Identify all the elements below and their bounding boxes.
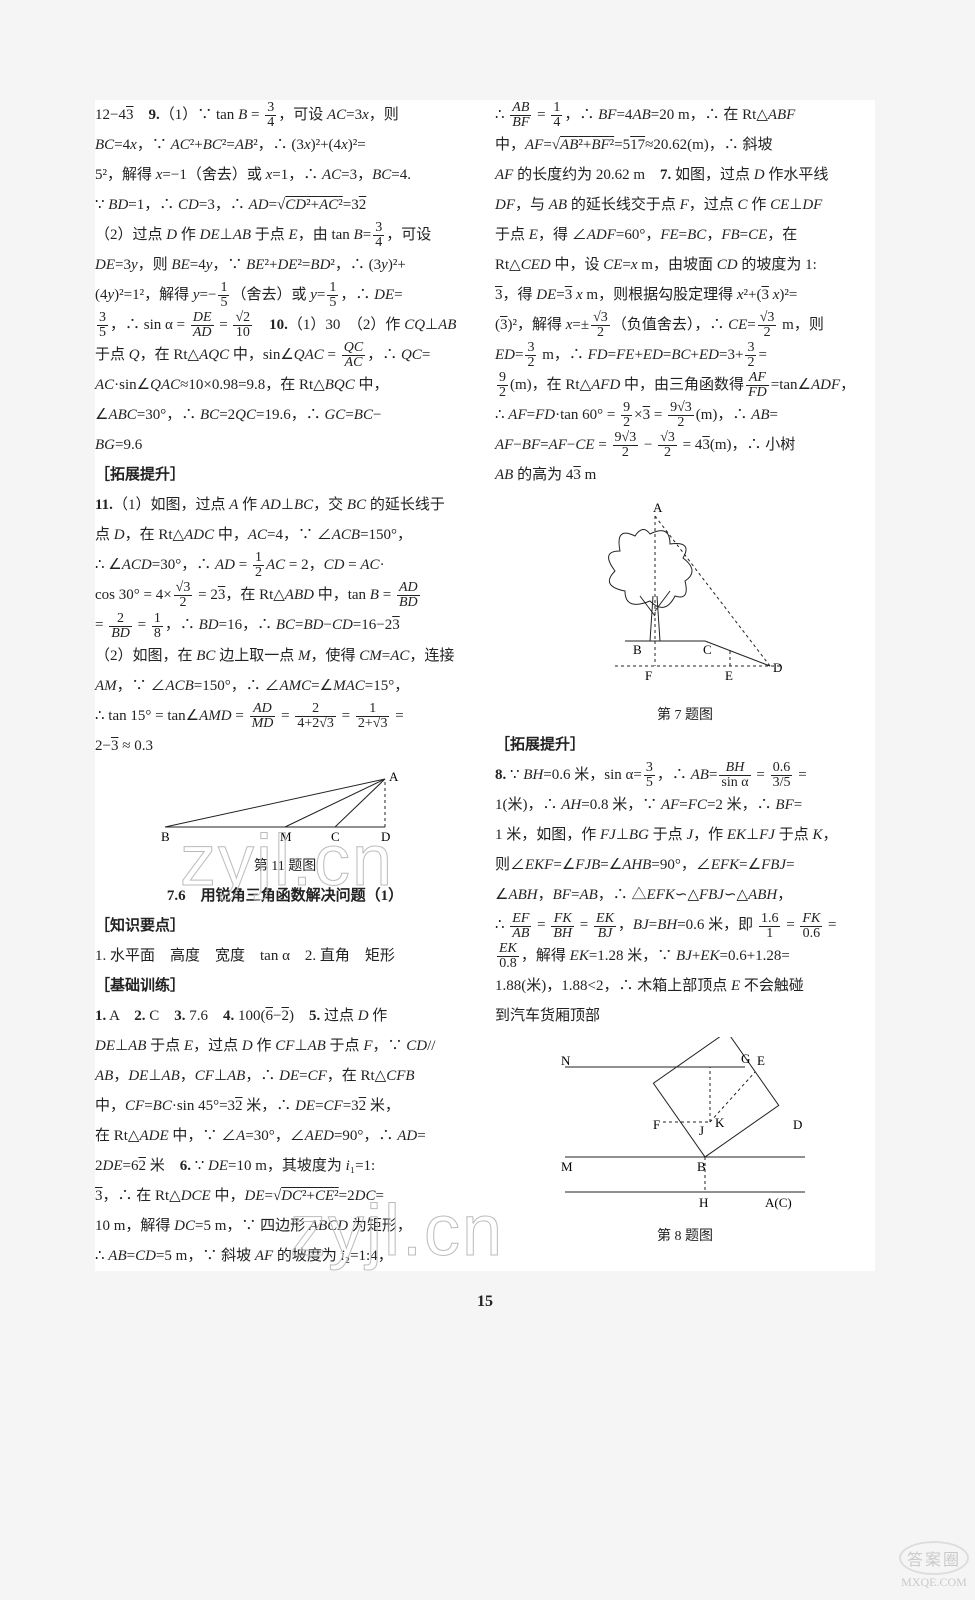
text-line: DE⊥AB 于点 E，过点 D 作 CF⊥AB 于点 F，∵ CD// (95, 1031, 475, 1061)
svg-text:B: B (697, 1159, 706, 1174)
text-line: 于点 E，得 ∠ADF=60°，FE=BC，FB=CE，在 (495, 220, 875, 250)
logo-top: 答案圈 (899, 1541, 969, 1575)
svg-text:A(C): A(C) (765, 1195, 792, 1210)
text-line: ED=32 m，∴ FD=FE+ED=BC+ED=3+32= (495, 340, 875, 370)
text-line: 2−3 ≈ 0.3 (95, 731, 475, 761)
svg-text:K: K (715, 1115, 725, 1130)
page-number: 15 (477, 1293, 493, 1311)
text-line: 1.88(米)，1.88<2，∴ 木箱上部顶点 E 不会触碰 (495, 971, 875, 1001)
text-line: 1. A 2. C 3. 7.6 4. 100(6−2) 5. 过点 D 作 (95, 1001, 475, 1031)
text-line: 中，AF=√AB²+BF²=517≈20.62(m)，∴ 斜坡 (495, 130, 875, 160)
svg-text:F: F (653, 1117, 660, 1132)
subsection-heading: ［拓展提升］ (495, 730, 875, 760)
text-line: ∴ EFAB = FKBH = EKBJ，BJ=BH=0.6 米，即 1.61 … (495, 910, 875, 940)
text-line: ∴ tan 15° = tan∠AMD = ADMD = 24+2√3 = 12… (95, 701, 475, 731)
text-line: AC·sin∠QAC≈10×0.98=9.8，在 Rt△BQC 中， (95, 370, 475, 400)
text-line: 1 米，如图，作 FJ⊥BG 于点 J，作 EK⊥FJ 于点 K， (495, 820, 875, 850)
text-line: 1. 水平面 高度 宽度 tan α 2. 直角 矩形 (95, 941, 475, 971)
text-line: ∠ABH，BF=AB，∴ △EFK∽△FBJ∽△ABH， (495, 880, 875, 910)
svg-text:D: D (793, 1117, 802, 1132)
text-line: 12−43 9.（1）∵ tan B = 34，可设 AC=3x，则 (95, 100, 475, 130)
text-line: DE=3y，则 BE=4y，∵ BE²+DE²=BD²，∴ (3y)²+ (95, 250, 475, 280)
text-line: ∴ AF=FD·tan 60° = 92×3 = 9√32(m)，∴ AB= (495, 400, 875, 430)
text-line: 则∠EKF=∠FJB=∠AHB=90°，∠EFK=∠FBJ= (495, 850, 875, 880)
svg-text:B: B (161, 829, 170, 844)
text-line: AB，DE⊥AB，CF⊥AB，∴ DE=CF，在 Rt△CFB (95, 1061, 475, 1091)
text-line: 92(m)，在 Rt△AFD 中，由三角函数得AFFD=tan∠ADF， (495, 370, 875, 400)
text-line: 到汽车货厢顶部 (495, 1001, 875, 1031)
page: 12−43 9.（1）∵ tan B = 34，可设 AC=3x，则 BC=4x… (95, 100, 875, 1271)
site-logo: 答案圈 MXQE.COM (899, 1541, 969, 1590)
text-line: （2）如图，在 BC 边上取一点 M，使得 CM=AC，连接 (95, 641, 475, 671)
svg-text:G: G (741, 1051, 750, 1066)
text-line: 10 m，解得 DC=5 m，∵ 四边形 ABCD 为矩形， (95, 1211, 475, 1241)
text-line: 于点 Q，在 Rt△AQC 中，sin∠QAC = QCAC，∴ QC= (95, 340, 475, 370)
svg-text:D: D (773, 660, 782, 675)
text-line: 5²，解得 x=−1（舍去）或 x=1，∴ AC=3，BC=4. (95, 160, 475, 190)
text-line: 2DE=62 米 6. ∵ DE=10 m，其坡度为 i₁=1: (95, 1151, 475, 1181)
svg-text:F: F (645, 668, 652, 683)
logo-bottom: MXQE.COM (899, 1575, 969, 1590)
subsection-heading: ［基础训练］ (95, 971, 475, 1001)
text-line: (4y)²=1²，解得 y=−15（舍去）或 y=15，∴ DE= (95, 280, 475, 310)
svg-text:J: J (699, 1123, 704, 1138)
text-line: （2）过点 D 作 DE⊥AB 于点 E，由 tan B=34，可设 (95, 220, 475, 250)
svg-text:M: M (280, 829, 292, 844)
text-line: AF 的长度约为 20.62 m 7. 如图，过点 D 作水平线 (495, 160, 875, 190)
section-title: 7.6 用锐角三角函数解决问题（1） (95, 881, 475, 911)
text-line: 35，∴ sin α = DEAD = √210 10.（1）30 （2）作 C… (95, 310, 475, 340)
text-line: ∴ AB=CD=5 m，∵ 斜坡 AF 的坡度为 i₂=1:4， (95, 1241, 475, 1271)
diagram-caption: 第 8 题图 (495, 1223, 875, 1251)
diagram-caption: 第 7 题图 (495, 702, 875, 730)
text-line: ∴ ∠ACD=30°，∴ AD = 12AC = 2，CD = AC· (95, 550, 475, 580)
text-line: 点 D，在 Rt△ADC 中，AC=4，∵ ∠ACB=150°， (95, 520, 475, 550)
text-line: EK0.8，解得 EK=1.28 米，∵ BJ+EK=0.6+1.28= (495, 941, 875, 971)
svg-text:B: B (633, 642, 642, 657)
text-line: ∵ BD=1，∴ CD=3，∴ AD=√CD²+AC²=32 (95, 190, 475, 220)
text-line: AB 的高为 43 m (495, 460, 875, 490)
subsection-heading: ［知识要点］ (95, 911, 475, 941)
text-line: ∴ ABBF = 14，∴ BF=4AB=20 m，∴ 在 Rt△ABF (495, 100, 875, 130)
text-line: (3)²，解得 x=±√32（负值舍去），∴ CE=√32 m，则 (495, 310, 875, 340)
text-line: 8. ∵ BH=0.6 米，sin α=35，∴ AB=BHsin α = 0.… (495, 760, 875, 790)
svg-text:A: A (653, 500, 663, 515)
svg-text:E: E (725, 668, 733, 683)
text-line: 11.（1）如图，过点 A 作 AD⊥BC，交 BC 的延长线于 (95, 490, 475, 520)
subsection-heading: ［拓展提升］ (95, 460, 475, 490)
right-column: ∴ ABBF = 14，∴ BF=4AB=20 m，∴ 在 Rt△ABF 中，A… (495, 100, 875, 1271)
diagram-11: B M C D A (155, 767, 415, 847)
text-line: BG=9.6 (95, 430, 475, 460)
svg-text:C: C (331, 829, 340, 844)
svg-text:D: D (381, 829, 390, 844)
left-column: 12−43 9.（1）∵ tan B = 34，可设 AC=3x，则 BC=4x… (95, 100, 475, 1271)
text-line: AF−BF=AF−CE = 9√32 − √32 = 43(m)，∴ 小树 (495, 430, 875, 460)
svg-text:E: E (757, 1053, 765, 1068)
text-line: DF，与 AB 的延长线交于点 F，过点 C 作 CE⊥DF (495, 190, 875, 220)
text-line: 3，∴ 在 Rt△DCE 中，DE=√DC²+CE²=2DC= (95, 1181, 475, 1211)
diagram-caption: 第 11 题图 (95, 853, 475, 881)
text-line: AM，∵ ∠ACB=150°，∴ ∠AMC=∠MAC=15°， (95, 671, 475, 701)
text-line: ∠ABC=30°，∴ BC=2QC=19.6，∴ GC=BC− (95, 400, 475, 430)
diagram-7: A B C D E F (575, 496, 795, 696)
text-line: 3，得 DE=3 x m，则根据勾股定理得 x²+(3 x)²= (495, 280, 875, 310)
text-line: cos 30° = 4×√32 = 23，在 Rt△ABD 中，tan B = … (95, 580, 475, 610)
text-line: BC=4x，∵ AC²+BC²=AB²，∴ (3x)²+(4x)²= (95, 130, 475, 160)
text-line: 在 Rt△ADE 中，∵ ∠A=30°，∠AED=90°，∴ AD= (95, 1121, 475, 1151)
svg-text:A: A (389, 769, 399, 784)
svg-text:H: H (699, 1195, 708, 1210)
text-line: Rt△CED 中，设 CE=x m，由坡面 CD 的坡度为 1: (495, 250, 875, 280)
text-line: 中，CF=BC·sin 45°=32 米，∴ DE=CF=32 米， (95, 1091, 475, 1121)
text-line: 1(米)，∴ AH=0.8 米，∵ AF=FC=2 米，∴ BF= (495, 790, 875, 820)
svg-text:M: M (561, 1159, 573, 1174)
diagram-8: N G E F J K D M B H A(C) (555, 1037, 815, 1217)
svg-text:C: C (703, 642, 712, 657)
text-line: = 2BD = 18，∴ BD=16，∴ BC=BD−CD=16−23 (95, 610, 475, 640)
svg-text:N: N (561, 1053, 571, 1068)
